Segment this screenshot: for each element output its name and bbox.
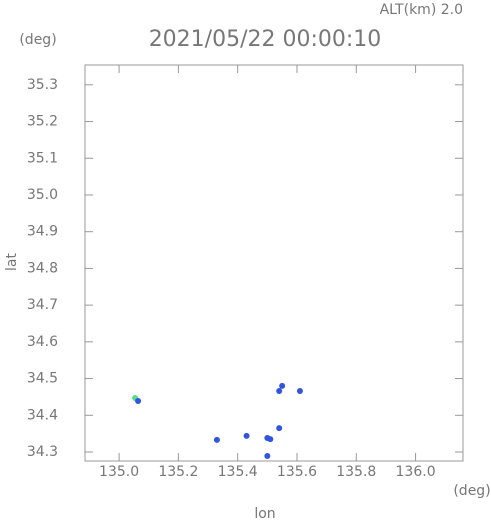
y-tick-label: 34.3 (27, 444, 58, 460)
y-tick-label: 34.9 (27, 224, 58, 240)
y-tick-label: 34.5 (27, 371, 58, 387)
x-unit: (deg) (453, 483, 490, 499)
y-tick-label: 34.8 (27, 260, 58, 276)
x-tick-label: 135.0 (99, 464, 139, 480)
y-axis-label: lat (4, 253, 20, 271)
data-point (279, 382, 286, 389)
chart-title: 2021/05/22 00:00:10 (149, 27, 382, 52)
y-tick-label: 35.1 (27, 150, 58, 166)
data-point (296, 388, 303, 395)
y-tick-label: 34.7 (27, 297, 58, 313)
data-point (267, 436, 274, 443)
data-point (213, 436, 220, 443)
y-tick-label: 35.2 (27, 114, 58, 130)
x-tick-label: 136.0 (396, 464, 436, 480)
y-tick-label: 35.0 (27, 187, 58, 203)
data-point (135, 397, 142, 404)
y-tick-label: 34.6 (27, 334, 58, 350)
data-point (276, 388, 283, 395)
data-point (276, 425, 283, 432)
plot-frame (84, 64, 464, 462)
data-point (243, 432, 250, 439)
y-tick-label: 34.4 (27, 407, 58, 423)
x-axis-label: lon (254, 506, 275, 521)
x-tick-label: 135.8 (336, 464, 376, 480)
x-tick-label: 135.2 (158, 464, 198, 480)
subtitle: ALT(km) 2.0 (380, 2, 463, 18)
data-point (264, 453, 271, 460)
x-tick-label: 135.4 (218, 464, 258, 480)
y-tick-label: 35.3 (27, 77, 58, 93)
x-tick-label: 135.6 (277, 464, 317, 480)
y-unit: (deg) (19, 32, 56, 48)
